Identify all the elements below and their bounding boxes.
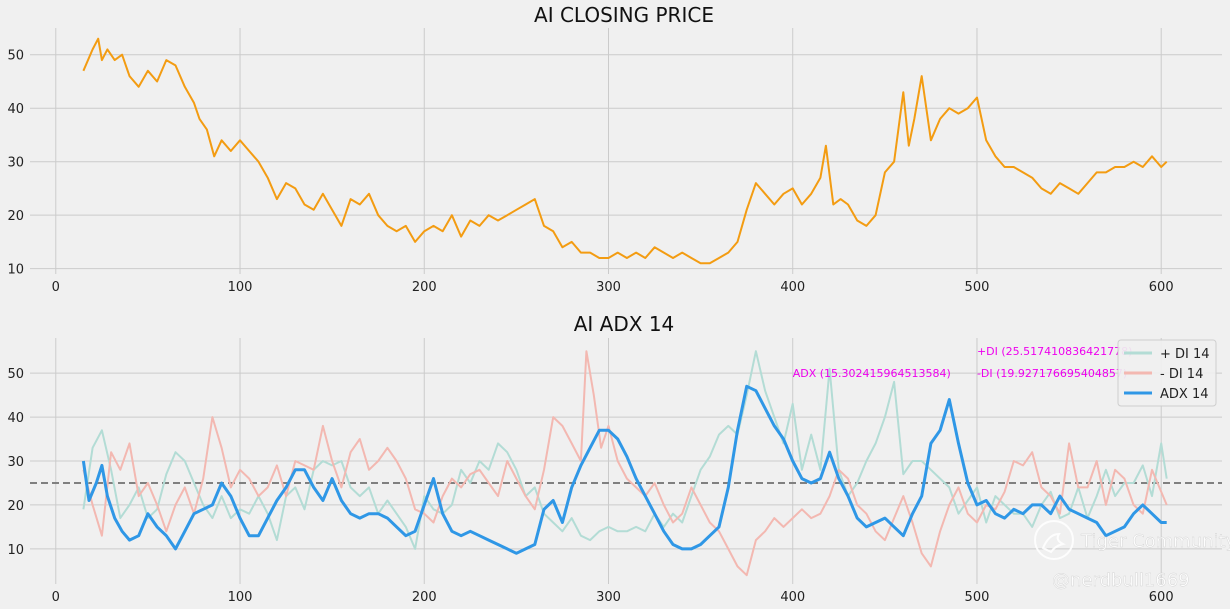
legend-label-adx: ADX 14 bbox=[1160, 387, 1208, 402]
y-tick-label: 10 bbox=[7, 263, 24, 278]
series-line-adx-14 bbox=[81, 384, 1167, 555]
x-tick-label: 200 bbox=[412, 280, 437, 295]
x-tick-label: 400 bbox=[780, 590, 805, 605]
y-tick-label: 50 bbox=[7, 49, 24, 64]
legend-label-minus-di: - DI 14 bbox=[1160, 367, 1203, 382]
y-tick-label: 40 bbox=[7, 411, 24, 426]
watermark-brand: Tiger Community bbox=[1080, 531, 1230, 552]
price-line bbox=[82, 37, 1168, 265]
x-tick-label: 300 bbox=[596, 590, 621, 605]
y-tick-label: 40 bbox=[7, 102, 24, 117]
y-tick-label: 50 bbox=[7, 367, 24, 382]
price-chart: 0 100 200 300 400 500 600 10 20 30 40 50 AI CLOSING… bbox=[7, 3, 1222, 295]
x-tick-label: 600 bbox=[1149, 590, 1174, 605]
x-tick-label: 300 bbox=[596, 280, 621, 295]
tiger-logo-icon bbox=[1034, 520, 1074, 560]
x-tick-label: 0 bbox=[52, 280, 60, 295]
x-tick-label: 500 bbox=[965, 280, 990, 295]
x-tick-label: 100 bbox=[228, 590, 253, 605]
y-tick-label: 20 bbox=[7, 209, 24, 224]
legend-box bbox=[1117, 339, 1217, 407]
adx-chart-title: AI ADX 14 bbox=[574, 312, 675, 336]
watermark: Tiger Community @nerdbull1669 bbox=[1034, 520, 1230, 591]
x-tick-label: 400 bbox=[780, 280, 805, 295]
price-plot-area bbox=[30, 28, 1222, 274]
series-line-di-14 bbox=[82, 350, 1168, 550]
y-tick-label: 20 bbox=[7, 499, 24, 514]
adx-ticks: 0 100 200 300 400 500 600 10 20 30 40 50 bbox=[7, 367, 1173, 605]
x-tick-label: 100 bbox=[228, 280, 253, 295]
y-tick-label: 10 bbox=[7, 543, 24, 558]
x-tick-label: 500 bbox=[965, 590, 990, 605]
series-line-di-14 bbox=[82, 350, 1168, 577]
indicator-annotation: +DI (25.517410836421778) bbox=[977, 345, 1132, 358]
y-tick-label: 30 bbox=[7, 156, 24, 171]
x-tick-label: 200 bbox=[412, 590, 437, 605]
watermark-user: @nerdbull1669 bbox=[1052, 570, 1190, 591]
y-tick-label: 30 bbox=[7, 455, 24, 470]
adx-chart: 0 100 200 300 400 500 600 10 20 30 40 50 +DI (25.51… bbox=[7, 312, 1222, 605]
legend: + DI 14 - DI 14 ADX 14 bbox=[1117, 339, 1217, 407]
price-ticks: 0 100 200 300 400 500 600 10 20 30 40 50 bbox=[7, 49, 1173, 295]
x-tick-label: 0 bbox=[52, 590, 60, 605]
price-series bbox=[82, 37, 1168, 265]
price-grid bbox=[30, 28, 1222, 274]
indicator-annotation: ADX (15.302415964513584) bbox=[793, 367, 951, 380]
legend-label-plus-di: + DI 14 bbox=[1160, 347, 1210, 362]
indicator-annotation: -DI (19.927176695404857) bbox=[977, 367, 1127, 380]
price-chart-title: AI CLOSING PRICE bbox=[534, 3, 714, 27]
x-tick-label: 600 bbox=[1149, 280, 1174, 295]
adx-annotations: +DI (25.517410836421778) ADX (15.30241596… bbox=[793, 345, 1133, 380]
adx-series bbox=[30, 350, 1222, 577]
